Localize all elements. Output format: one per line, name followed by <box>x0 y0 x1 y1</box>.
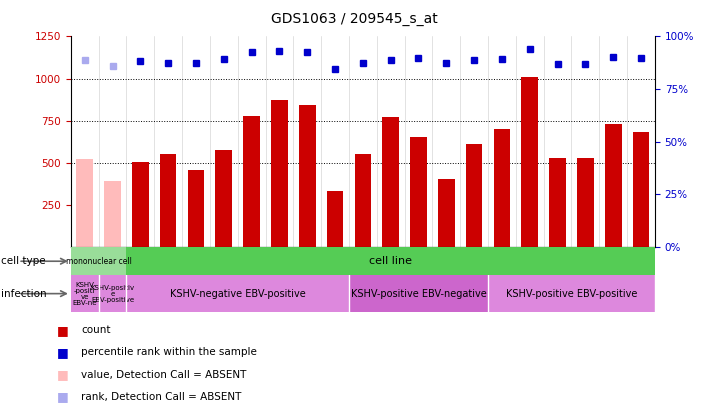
Bar <box>410 137 427 247</box>
Text: KSHV-positive EBV-negative: KSHV-positive EBV-negative <box>350 289 486 298</box>
Bar <box>71 275 98 312</box>
Text: KSHV
-positi
ve
EBV-ne: KSHV -positi ve EBV-ne <box>72 281 97 306</box>
Bar <box>271 100 287 247</box>
Bar <box>438 179 455 247</box>
Bar <box>326 191 343 247</box>
Text: KSHV-positiv
e
EBV-positive: KSHV-positiv e EBV-positive <box>91 285 135 303</box>
Bar <box>488 275 655 312</box>
Bar <box>466 144 482 247</box>
Bar <box>493 129 510 247</box>
Bar <box>76 160 93 247</box>
Bar <box>98 275 127 312</box>
Bar <box>382 117 399 247</box>
Bar <box>244 116 260 247</box>
Text: count: count <box>81 325 111 335</box>
Text: infection: infection <box>1 289 46 298</box>
Bar <box>104 181 121 247</box>
Text: ■: ■ <box>57 368 69 381</box>
Text: GDS1063 / 209545_s_at: GDS1063 / 209545_s_at <box>270 12 438 26</box>
Bar <box>355 154 371 247</box>
Text: ■: ■ <box>57 324 69 337</box>
Bar <box>633 132 649 247</box>
Bar <box>521 77 538 247</box>
Text: KSHV-positive EBV-positive: KSHV-positive EBV-positive <box>506 289 637 298</box>
Text: mononuclear cell: mononuclear cell <box>66 257 132 266</box>
Bar <box>132 162 149 247</box>
Text: cell type: cell type <box>1 256 45 266</box>
Text: value, Detection Call = ABSENT: value, Detection Call = ABSENT <box>81 370 247 379</box>
Bar <box>577 158 594 247</box>
Bar <box>349 275 488 312</box>
Text: rank, Detection Call = ABSENT: rank, Detection Call = ABSENT <box>81 392 242 402</box>
Text: percentile rank within the sample: percentile rank within the sample <box>81 347 257 357</box>
Bar <box>71 247 127 275</box>
Bar <box>215 150 232 247</box>
Bar <box>127 275 349 312</box>
Text: cell line: cell line <box>369 256 412 266</box>
Bar <box>299 104 316 247</box>
Bar <box>605 124 622 247</box>
Bar <box>160 153 176 247</box>
Bar <box>188 171 205 247</box>
Bar <box>549 158 566 247</box>
Text: KSHV-negative EBV-positive: KSHV-negative EBV-positive <box>170 289 306 298</box>
Text: ■: ■ <box>57 390 69 403</box>
Text: ■: ■ <box>57 346 69 359</box>
